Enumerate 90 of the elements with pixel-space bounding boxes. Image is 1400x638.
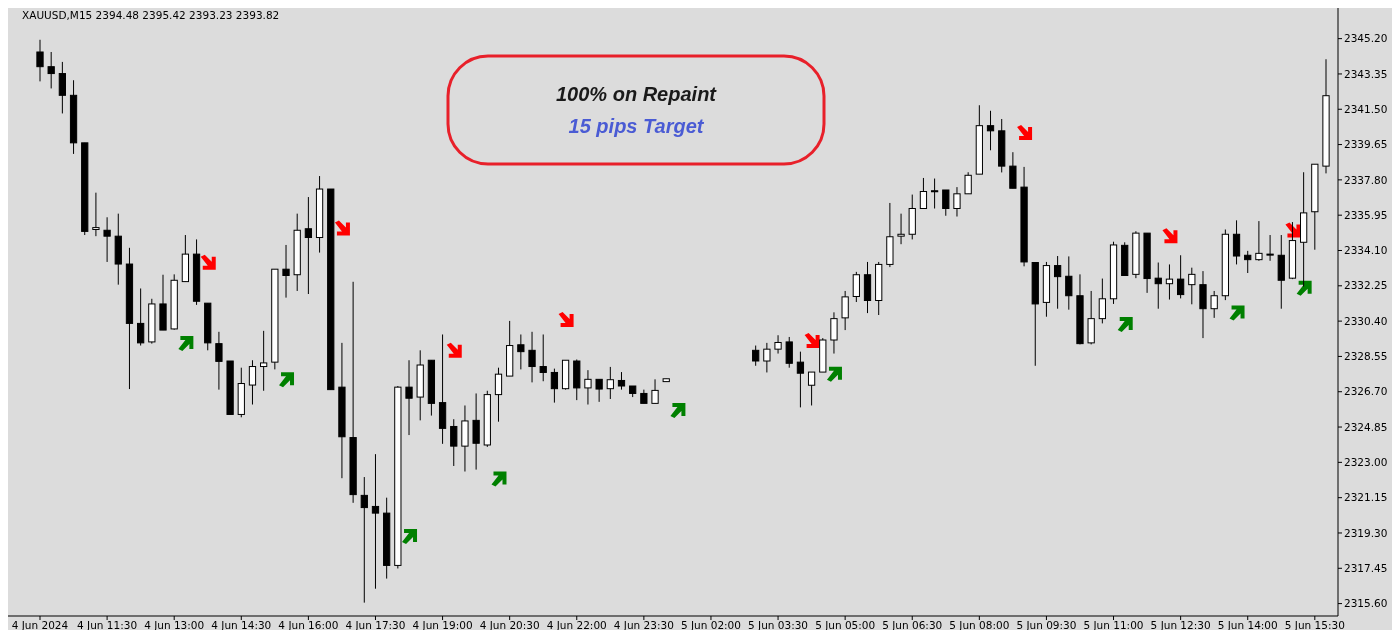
point (334, 220, 350, 236)
candlestick (58, 61, 66, 114)
candlestick (103, 216, 111, 263)
candlestick (539, 333, 547, 382)
point (1229, 305, 1245, 321)
candlestick (796, 351, 805, 408)
candlestick (774, 334, 782, 355)
candlestick (260, 330, 268, 392)
candlestick (752, 345, 760, 367)
candlestick (1065, 255, 1073, 311)
candlestick (360, 476, 368, 604)
y-tick-label: 2323.00 (1344, 456, 1388, 469)
candlestick (1255, 220, 1263, 262)
candlestick (1210, 290, 1218, 319)
point (200, 254, 216, 270)
y-tick-label: 2326.70 (1344, 385, 1388, 398)
y-tick-label: 2328.55 (1344, 350, 1388, 363)
candlestick (1009, 151, 1017, 189)
candlestick (282, 244, 290, 299)
candlestick (986, 110, 995, 151)
y-tick-label: 2315.60 (1344, 597, 1388, 610)
candlestick (92, 192, 100, 237)
candlestick (304, 196, 313, 295)
candlestick (930, 178, 939, 209)
candlestick (785, 336, 793, 369)
y-tick-label: 2343.35 (1344, 67, 1388, 80)
candlestick (1244, 250, 1252, 274)
candlestick (830, 311, 838, 355)
point (1117, 317, 1133, 333)
candlestick (1232, 219, 1241, 265)
candlestick (550, 368, 559, 404)
candlestick (1266, 234, 1274, 262)
candlestick (371, 453, 380, 590)
y-tick-label: 2339.65 (1344, 138, 1388, 151)
y-tick-label: 2319.30 (1344, 526, 1388, 539)
point (491, 471, 507, 487)
candlestick (1053, 255, 1062, 310)
candlestick (595, 378, 603, 403)
point (1285, 222, 1301, 238)
y-tick-label: 2341.50 (1344, 102, 1388, 115)
candlestick (1165, 263, 1174, 301)
y-tick-label: 2337.80 (1344, 173, 1388, 186)
y-tick-label: 2332.25 (1344, 279, 1388, 292)
candlestick (584, 369, 592, 406)
y-tick-label: 2334.10 (1344, 244, 1388, 257)
candlestick (897, 213, 905, 245)
y-tick-label: 2317.45 (1344, 561, 1388, 574)
candlestick (248, 359, 257, 406)
candlestick (517, 333, 525, 370)
candlestick (651, 378, 659, 404)
point (558, 312, 574, 328)
candlestick (1098, 278, 1106, 324)
candlestick (953, 186, 961, 218)
candlestick (942, 189, 950, 217)
candlestick (1188, 267, 1196, 305)
candlestick (964, 171, 972, 195)
candlestick (919, 177, 928, 209)
candlestick (450, 418, 458, 467)
candlestick (494, 367, 503, 423)
candlestick (606, 366, 614, 400)
candlestick (47, 51, 55, 89)
point (279, 372, 295, 388)
y-tick-label: 2324.85 (1344, 420, 1388, 433)
candlestick (841, 290, 849, 331)
point (670, 402, 686, 418)
point (1162, 228, 1178, 244)
point (804, 333, 820, 349)
candlestick (472, 392, 480, 471)
annotation: 15 pips Target (568, 115, 705, 137)
y-tick-label: 2335.95 (1344, 208, 1388, 221)
candlestick (405, 359, 413, 436)
candlestick (1154, 262, 1162, 310)
candlestick (852, 271, 860, 303)
point (1017, 125, 1033, 141)
point (826, 366, 842, 382)
point (1296, 280, 1312, 296)
candlestick (1176, 254, 1185, 299)
y-tick-label: 2330.40 (1344, 314, 1388, 327)
candlestick (763, 342, 771, 373)
candlestick (807, 371, 816, 406)
point (402, 528, 418, 544)
annotation: 100% on Repaint (555, 83, 718, 105)
point (178, 336, 194, 352)
chart-title: XAUUSD,M15 2394.48 2395.42 2393.23 2393.82 (22, 9, 280, 21)
candlestick (137, 287, 145, 347)
candlestick (528, 331, 536, 383)
y-tick-label: 2321.15 (1344, 491, 1388, 504)
candlestick (215, 331, 223, 391)
candlestick (36, 39, 44, 82)
y-tick-label: 2345.20 (1344, 32, 1388, 45)
